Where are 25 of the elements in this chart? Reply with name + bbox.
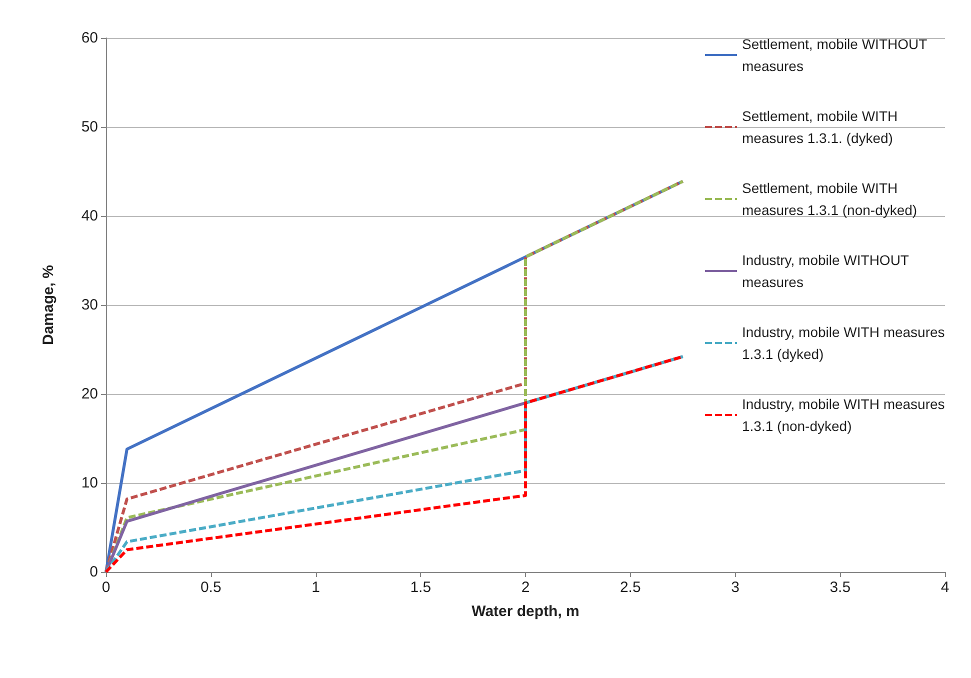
y-tick-label: 50: [81, 118, 98, 136]
x-tick-label: 0.5: [200, 579, 222, 596]
legend-label: Settlement, mobile WITHOUT measures: [742, 36, 931, 74]
legend-label: Settlement, mobile WITH measures 1.3.1. (dyked): [742, 108, 902, 146]
y-axis-title: Damage, %: [40, 264, 57, 346]
x-tick-label: 0: [102, 579, 110, 596]
x-tick-label: 2: [521, 579, 530, 596]
line-series: [104, 355, 684, 574]
y-tick-label: 0: [90, 564, 98, 580]
legend-label: Settlement, mobile WITH measures 1.3.1 (non-dyked): [742, 180, 918, 218]
y-tick-label: 20: [81, 386, 98, 402]
legend-label: Industry, mobile WITHOUT measures: [742, 252, 913, 290]
y-tick-label: 40: [81, 208, 98, 224]
x-tick-label: 3.5: [830, 579, 851, 596]
x-tick-label: 1: [312, 579, 320, 596]
y-tick-label: 60: [81, 30, 98, 46]
legend-label: Industry, mobile WITH measures 1.3.1 (non-dyked): [742, 396, 949, 434]
x-tick-label: 3: [731, 579, 740, 596]
legend-label: Industry, mobile WITH measures 1.3.1 (dyked): [742, 324, 949, 362]
x-tick-label: 2.5: [620, 579, 641, 596]
y-tick-label: 10: [81, 474, 98, 492]
x-tick-label: 1.5: [410, 579, 432, 596]
x-axis-title: Water depth, m: [472, 603, 580, 620]
x-tick-label: 4: [940, 579, 950, 596]
y-tick-label: 30: [81, 296, 98, 314]
